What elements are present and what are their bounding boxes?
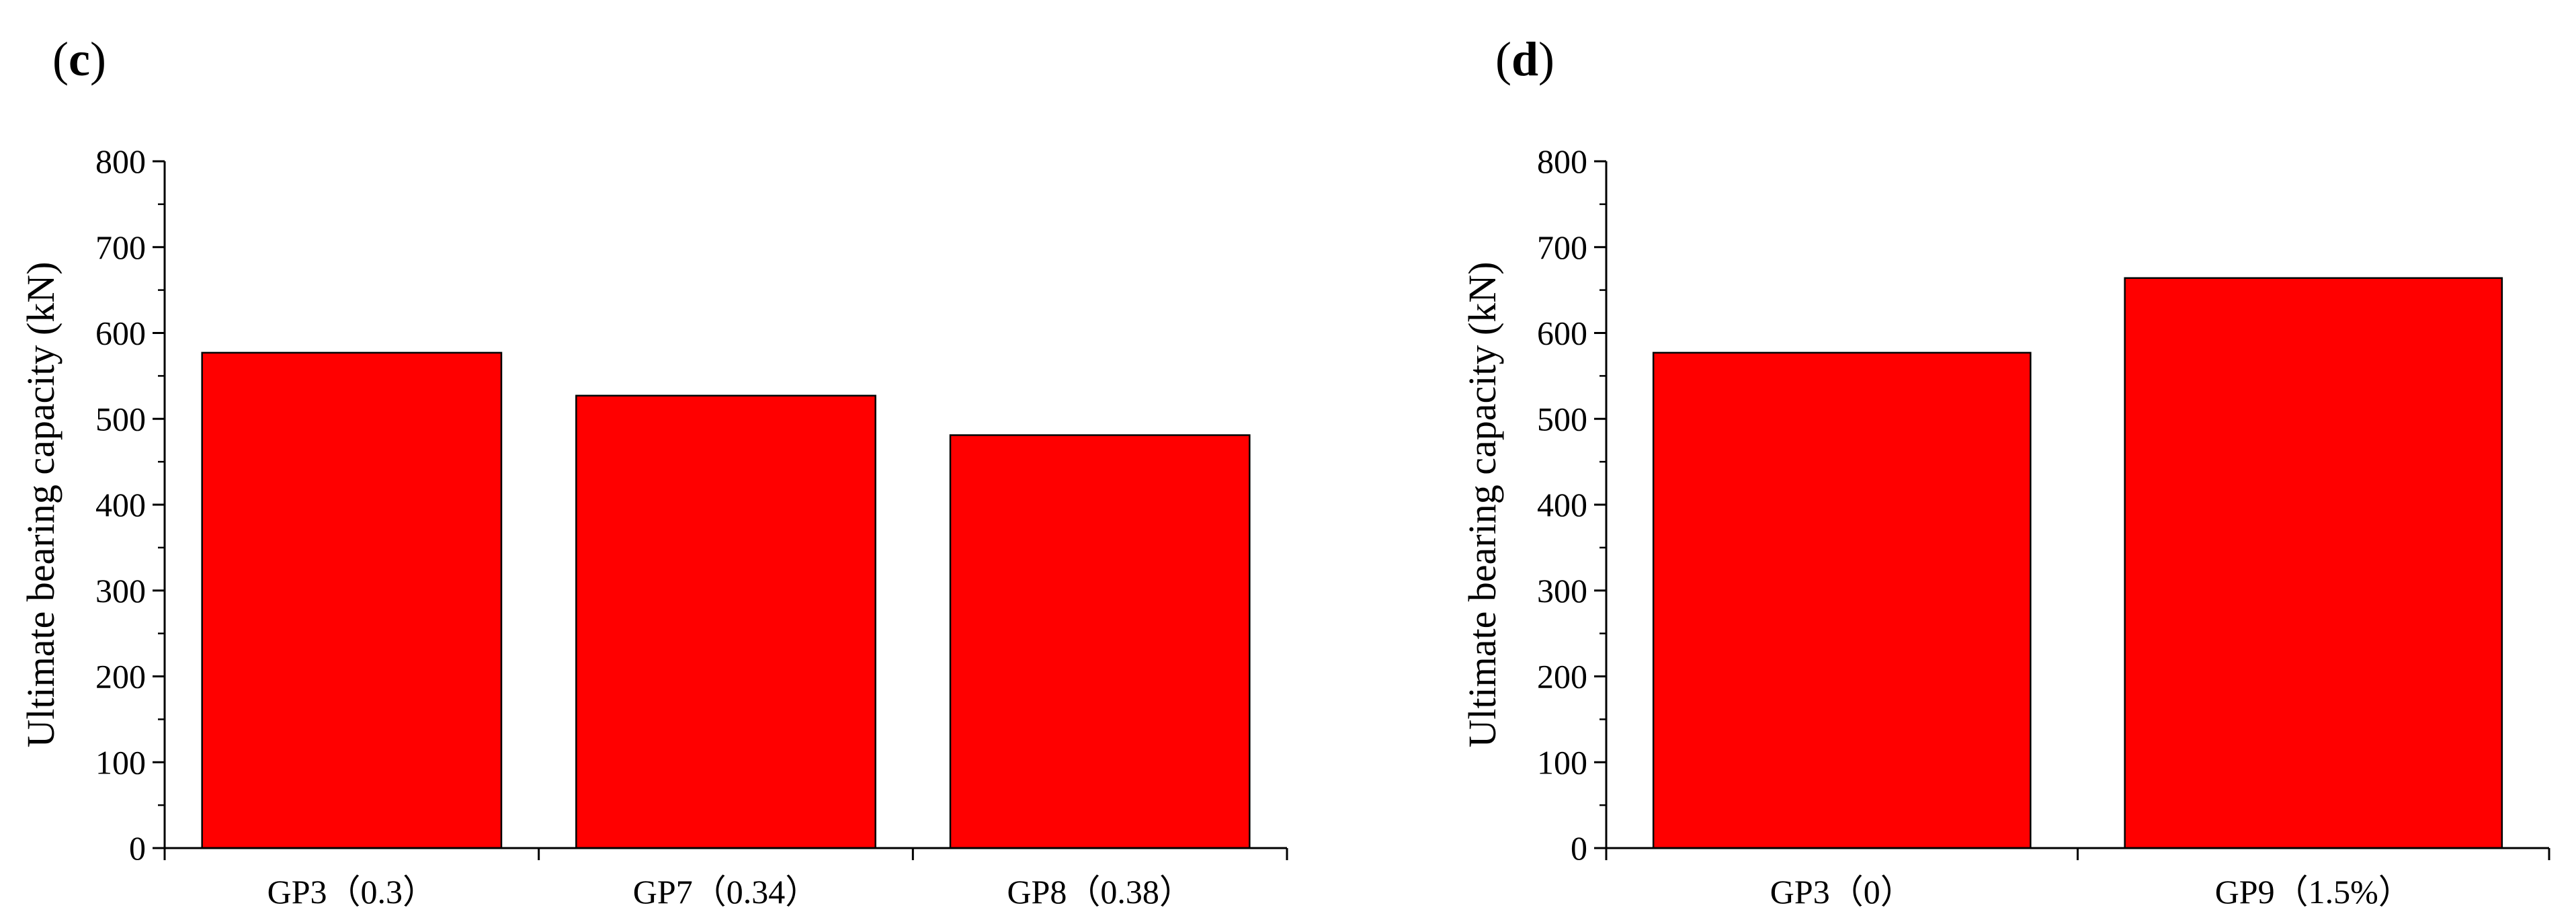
y-tick-label: 700	[1537, 228, 1587, 266]
y-tick-label: 600	[1537, 315, 1587, 352]
y-tick-label: 500	[1537, 400, 1587, 437]
bar	[949, 434, 1251, 849]
y-tick-label: 100	[1537, 743, 1587, 781]
plot-area: 0 100 200 300 400 500 600 700 800 GP3（0.3） GP7（0.3…	[19, 142, 1288, 911]
y-axis-title: Ultimate bearing capacity (kN)	[19, 261, 63, 747]
chart-panel-d: (d) 0 100 200 300 400 500 600 700 800 GP3（0） GP9（1…	[1460, 32, 2550, 911]
y-tick-label: 200	[1537, 658, 1587, 696]
y-tick-label: 300	[1537, 572, 1587, 610]
y-tick-label: 800	[1537, 142, 1587, 180]
chart-panel-c: (c) 0 100 200 300 400 500 600 700 800 GP3（0.3） GP7…	[19, 32, 1288, 911]
y-tick-label: 600	[95, 315, 146, 352]
x-tick-label: GP3（0）	[1770, 873, 1914, 911]
x-tick-label: GP9（1.5%）	[2215, 873, 2412, 911]
y-tick-label: 500	[95, 400, 146, 437]
y-tick-label: 300	[95, 572, 146, 610]
x-tick-label: GP8（0.38）	[1007, 873, 1192, 911]
panel-label: (c)	[52, 32, 106, 86]
panel-label-letter: c	[69, 32, 90, 86]
x-tick-label: GP7（0.34）	[633, 873, 819, 911]
y-tick-label: 800	[95, 142, 146, 180]
bar	[201, 351, 503, 849]
y-tick-label: 200	[95, 658, 146, 696]
x-tick-label: GP3（0.3）	[267, 873, 436, 911]
y-axis-title: Ultimate bearing capacity (kN)	[1460, 261, 1504, 747]
bar	[2124, 277, 2503, 849]
y-tick-label: 100	[95, 743, 146, 781]
panel-label: (d)	[1495, 32, 1554, 86]
y-tick-label: 700	[95, 228, 146, 266]
y-tick-label: 400	[1537, 486, 1587, 523]
bar	[575, 394, 876, 849]
y-tick-label: 400	[95, 486, 146, 523]
plot-area: 0 100 200 300 400 500 600 700 800 GP3（0） GP9（1.5%）…	[1460, 142, 2550, 911]
y-tick-label: 0	[1571, 829, 1587, 867]
bar	[1652, 351, 2032, 849]
y-tick-label: 0	[129, 829, 146, 867]
panel-label-letter: d	[1511, 32, 1538, 86]
